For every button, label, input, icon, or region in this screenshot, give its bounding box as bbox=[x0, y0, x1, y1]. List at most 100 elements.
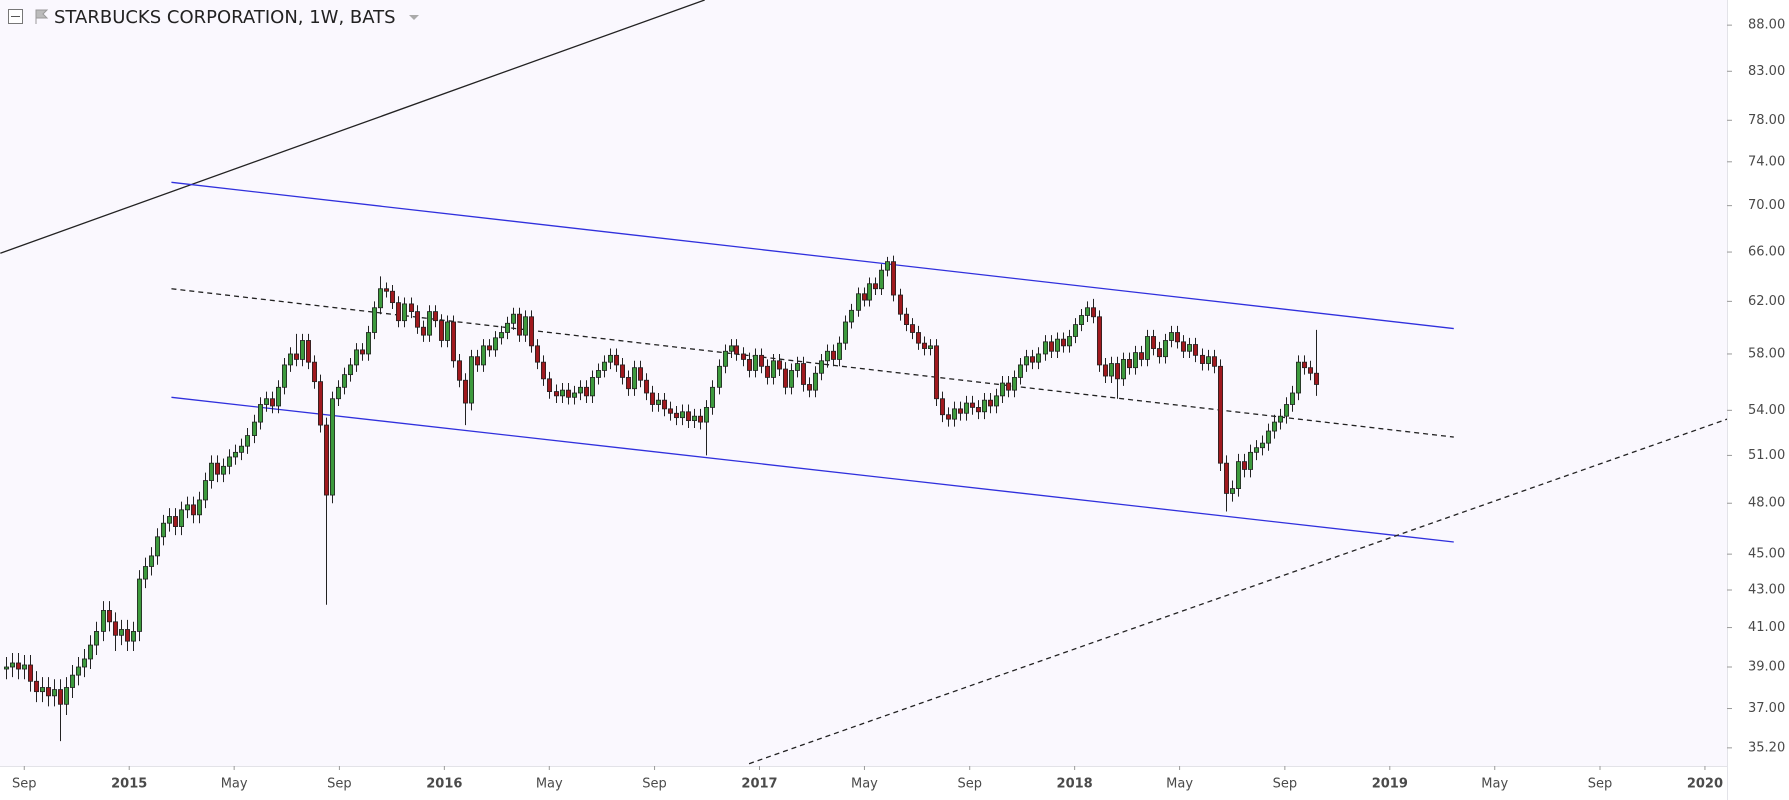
y-tick-label: 48.00 bbox=[1748, 496, 1785, 511]
candle-body bbox=[438, 320, 444, 341]
candle-body bbox=[281, 364, 287, 388]
y-tick-label: 37.00 bbox=[1748, 701, 1785, 716]
candle-body bbox=[444, 321, 450, 341]
x-tick-label: May bbox=[221, 777, 248, 792]
candle-body bbox=[101, 610, 107, 632]
candle-body bbox=[879, 269, 885, 290]
candle-body bbox=[529, 316, 535, 347]
y-tick-label: 66.00 bbox=[1748, 245, 1785, 260]
candle-body bbox=[480, 345, 486, 366]
y-tick-label: 41.00 bbox=[1748, 620, 1785, 635]
y-tick-label: 78.00 bbox=[1748, 113, 1785, 128]
x-tick-label: 2020 bbox=[1687, 777, 1723, 792]
candle-body bbox=[414, 311, 420, 328]
candle-body bbox=[251, 421, 257, 436]
x-tick-label: 2018 bbox=[1057, 777, 1093, 792]
candle-body bbox=[329, 398, 335, 496]
candle-body bbox=[1181, 341, 1187, 352]
candle-body bbox=[940, 398, 946, 416]
candle-body bbox=[1133, 352, 1139, 369]
x-tick-label: May bbox=[851, 777, 878, 792]
candle-body bbox=[371, 307, 377, 333]
candle-body bbox=[1266, 430, 1272, 444]
candle-body bbox=[232, 451, 238, 458]
flag-icon bbox=[35, 9, 49, 24]
candle-body bbox=[365, 332, 371, 355]
candle-body bbox=[988, 399, 994, 407]
candle-body bbox=[377, 288, 383, 309]
candle-body bbox=[560, 389, 566, 397]
candle-body bbox=[1272, 421, 1278, 432]
y-tick-label: 70.00 bbox=[1748, 198, 1785, 213]
candle-body bbox=[1067, 336, 1073, 347]
candle-body bbox=[535, 345, 541, 363]
candle-body bbox=[1091, 307, 1097, 318]
candle-body bbox=[650, 392, 656, 405]
x-tick-label: Sep bbox=[12, 777, 37, 792]
candle-body bbox=[825, 350, 831, 362]
candle-body bbox=[34, 680, 40, 693]
candle-body bbox=[644, 379, 650, 394]
candle-body bbox=[1000, 382, 1006, 397]
candle-body bbox=[426, 311, 432, 336]
candle-body bbox=[541, 361, 547, 380]
candle-body bbox=[662, 399, 668, 410]
candle-body bbox=[807, 384, 813, 391]
candle-body bbox=[862, 293, 868, 301]
candle-body bbox=[486, 345, 492, 351]
candle-body bbox=[9, 662, 15, 668]
candle-body bbox=[843, 321, 849, 344]
candle-body bbox=[1230, 488, 1236, 494]
candle-body bbox=[1212, 356, 1218, 367]
dropdown-caret[interactable] bbox=[409, 15, 419, 20]
candle-body bbox=[401, 303, 407, 322]
candle-body bbox=[40, 687, 46, 693]
candle-body bbox=[976, 407, 982, 413]
candle-body bbox=[1248, 451, 1254, 470]
x-tick-label: May bbox=[536, 777, 563, 792]
x-tick-label: Sep bbox=[642, 777, 667, 792]
candle-body bbox=[982, 399, 988, 413]
x-tick-label: 2016 bbox=[426, 777, 462, 792]
candle-body bbox=[626, 377, 632, 390]
trend-line bbox=[171, 396, 1454, 543]
candle-body bbox=[1018, 364, 1024, 378]
candle-body bbox=[305, 340, 311, 363]
candle-body bbox=[837, 342, 843, 360]
candle-body bbox=[765, 365, 771, 378]
candle-body bbox=[323, 424, 329, 496]
y-tick-label: 39.00 bbox=[1748, 660, 1785, 675]
candle-body bbox=[88, 644, 94, 660]
candle-body bbox=[462, 379, 468, 404]
candle-body bbox=[474, 356, 480, 366]
trend-line bbox=[171, 288, 1454, 438]
candle-body bbox=[1175, 332, 1181, 343]
candle-body bbox=[238, 445, 244, 453]
candle-body bbox=[1224, 462, 1230, 494]
candle-body bbox=[819, 360, 825, 374]
candle-body bbox=[1115, 363, 1121, 380]
candle-body bbox=[82, 658, 88, 668]
candle-body bbox=[1296, 361, 1302, 394]
candle-body bbox=[1103, 364, 1109, 377]
candle-body bbox=[1139, 352, 1145, 360]
candle-body bbox=[898, 294, 904, 315]
candle-body bbox=[1200, 354, 1206, 364]
candle-body bbox=[208, 462, 214, 481]
candle-body bbox=[1302, 361, 1308, 369]
y-tick-label: 62.00 bbox=[1748, 294, 1785, 309]
candle-body bbox=[1157, 348, 1163, 358]
candle-body bbox=[335, 386, 341, 400]
candle-body bbox=[523, 316, 529, 336]
candle-body bbox=[1049, 341, 1055, 352]
candle-body bbox=[517, 313, 523, 336]
candle-body bbox=[311, 361, 317, 383]
candle-body bbox=[946, 414, 952, 420]
candle-body bbox=[904, 313, 910, 326]
candle-body bbox=[1079, 315, 1085, 326]
candle-body bbox=[1085, 307, 1091, 316]
legend-header: STARBUCKS CORPORATION, 1W, BATS bbox=[8, 7, 419, 28]
x-tick-label: 2015 bbox=[111, 777, 147, 792]
candle-body bbox=[934, 345, 940, 400]
candle-body bbox=[341, 374, 347, 388]
